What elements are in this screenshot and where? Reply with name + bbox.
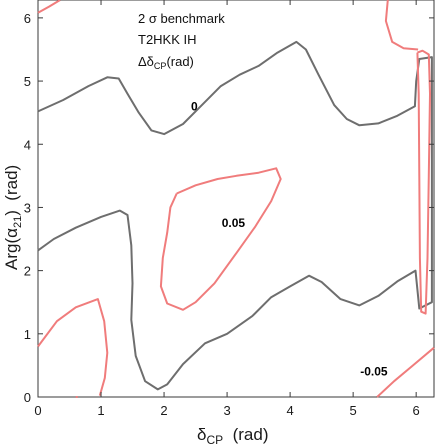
y-tick-label-4: 4 bbox=[24, 137, 31, 152]
annotation-experiment: T2HKK IH bbox=[138, 32, 197, 47]
contour-level-0.05-3 bbox=[37, 298, 109, 396]
annotation-sub: CP bbox=[154, 61, 167, 71]
y-axis-title-pre: Arg(α bbox=[2, 228, 21, 270]
x-tick-label-2: 2 bbox=[160, 403, 167, 418]
x-tick-label-3: 3 bbox=[223, 403, 230, 418]
annotation-unit: (rad) bbox=[166, 54, 193, 69]
contour-level-0.05-4 bbox=[37, 0, 61, 14]
x-axis-title-sub: CP bbox=[206, 433, 223, 446]
y-axis-title-post: ) (rad) bbox=[2, 165, 21, 216]
annotation-benchmark: 2 σ benchmark bbox=[138, 11, 225, 26]
x-tick-label-5: 5 bbox=[350, 403, 357, 418]
x-tick-label-1: 1 bbox=[97, 403, 104, 418]
x-ticks: 0 1 2 3 4 5 6 bbox=[34, 0, 420, 418]
contour-level-0.05-1 bbox=[159, 167, 282, 311]
y-ticks: 0 1 2 3 4 5 6 bbox=[24, 11, 434, 405]
annotation-quantity: ΔδCP(rad) bbox=[138, 54, 194, 71]
contour-level-0-0 bbox=[37, 40, 433, 391]
contour-label-1: 0.05 bbox=[222, 216, 246, 230]
y-axis-title-sub: 21 bbox=[12, 216, 24, 228]
contour-level-0.05-5 bbox=[384, 0, 419, 51]
y-tick-label-1: 1 bbox=[24, 327, 31, 342]
contour-level-0.05-2 bbox=[416, 49, 431, 315]
x-tick-label-6: 6 bbox=[413, 403, 420, 418]
x-tick-label-0: 0 bbox=[34, 403, 41, 418]
contour-lines bbox=[37, 0, 435, 398]
annotation-delta: Δδ bbox=[138, 54, 154, 69]
y-axis-title: Arg(α21) (rad) bbox=[2, 165, 24, 270]
contour-label-0: 0 bbox=[191, 99, 198, 113]
contour-label-7: -0.05 bbox=[360, 365, 388, 379]
y-tick-label-5: 5 bbox=[24, 74, 31, 89]
plot-frame bbox=[37, 0, 435, 398]
y-tick-label-6: 6 bbox=[24, 11, 31, 26]
y-tick-label-2: 2 bbox=[24, 264, 31, 279]
x-axis-title-rest: (rad) bbox=[223, 425, 268, 444]
x-axis-title: δCP (rad) bbox=[197, 425, 268, 446]
y-tick-label-0: 0 bbox=[24, 390, 31, 405]
y-tick-label-3: 3 bbox=[24, 200, 31, 215]
contour-level--0.05-7 bbox=[376, 346, 435, 398]
x-tick-label-4: 4 bbox=[286, 403, 293, 418]
contour-labels: 0 0.05 -0.05 bbox=[191, 99, 388, 378]
x-axis-title-main: δ bbox=[197, 425, 206, 444]
